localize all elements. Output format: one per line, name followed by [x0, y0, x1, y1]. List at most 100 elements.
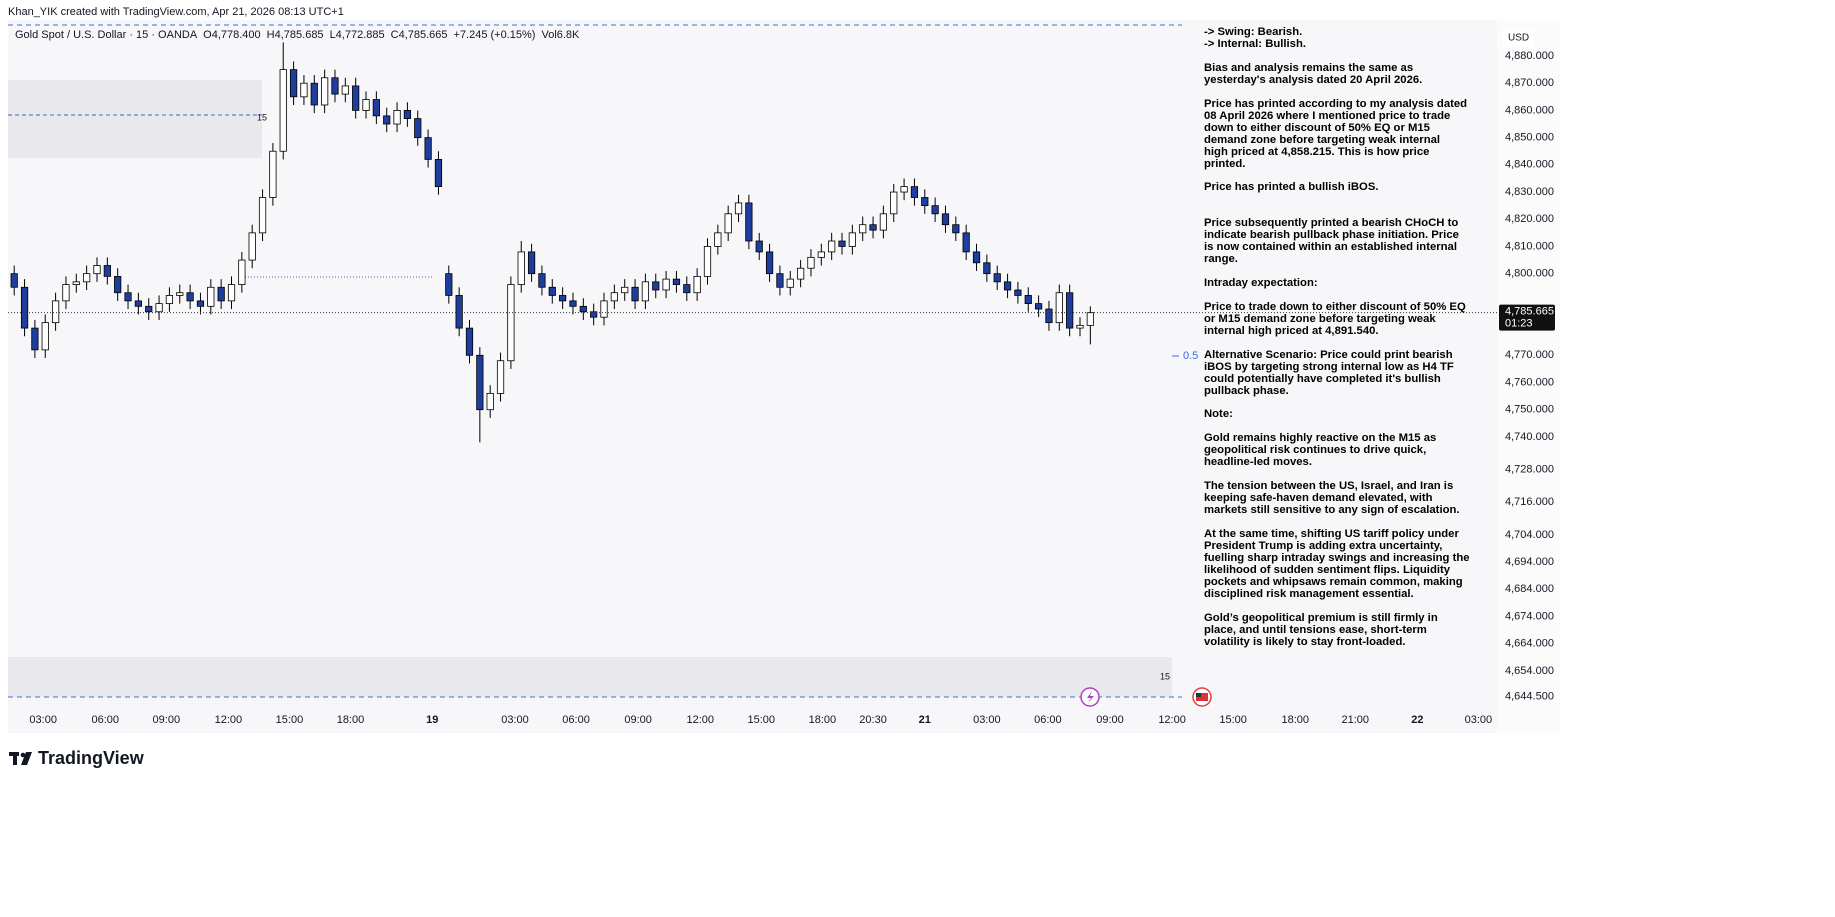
- candle-body: [51, 300, 60, 324]
- zone-label: 15: [1160, 671, 1170, 681]
- annotation-line: -> Internal: Bullish.: [1204, 38, 1306, 50]
- candle-body: [817, 251, 825, 258]
- last-price-label: 4,785.665: [1505, 306, 1554, 318]
- annotation-line: or M15 demand zone before targeting weak: [1204, 313, 1436, 325]
- candle-body: [41, 322, 49, 351]
- currency-box: [1502, 29, 1534, 47]
- candle-body: [838, 240, 846, 247]
- candle-body: [455, 295, 463, 329]
- symbol-title[interactable]: Gold Spot / U.S. Dollar · 15 · OANDA: [15, 29, 198, 41]
- candle-body: [258, 197, 267, 234]
- annotation-line: headline-led moves.: [1204, 456, 1312, 468]
- x-tick-label: 12:00: [686, 714, 714, 726]
- annotation-line: internal high priced at 4,891.540.: [1204, 325, 1379, 337]
- candle-body: [414, 118, 422, 139]
- candle-body: [610, 292, 618, 302]
- candle-body: [879, 213, 888, 231]
- candle-body: [486, 392, 494, 411]
- candle-body: [559, 295, 567, 302]
- candle-body: [724, 213, 732, 234]
- annotation-line: Bias and analysis remains the same as: [1204, 62, 1413, 74]
- candle-body: [972, 251, 981, 264]
- annotation-line: Price subsequently printed a bearish CHo…: [1204, 217, 1458, 229]
- annotation-line: Gold remains highly reactive on the M15 …: [1204, 432, 1436, 444]
- x-tick-label: 12:00: [215, 714, 243, 726]
- x-tick-label: 03:00: [973, 714, 1001, 726]
- flag-icon-body: [1196, 693, 1208, 701]
- x-tick-label: 06:00: [92, 714, 120, 726]
- annotation-line: volatility is likely to stay front-loade…: [1204, 636, 1406, 648]
- candle-body: [269, 150, 277, 198]
- x-tick-label: 12:00: [1158, 714, 1186, 726]
- candle-body: [155, 303, 163, 313]
- candle-body: [134, 300, 142, 307]
- candle-body: [10, 273, 18, 288]
- ohlc-open: O4,778.400: [203, 29, 261, 41]
- annotation-line: demand zone before targeting weak intern…: [1204, 134, 1440, 146]
- x-tick-label: 09:00: [624, 714, 652, 726]
- candle-body: [1055, 292, 1063, 324]
- y-tick-label: 4,840.000: [1505, 159, 1554, 171]
- x-tick-label: 06:00: [1034, 714, 1062, 726]
- candle-body: [1024, 295, 1032, 305]
- ohlc-high: H4,785.685: [266, 29, 324, 41]
- ohlc-change: +7.245 (+0.15%): [453, 29, 536, 41]
- candle-body: [527, 251, 536, 275]
- candle-body: [103, 265, 111, 277]
- y-tick-label: 4,728.000: [1505, 463, 1554, 475]
- annotation-line: At the same time, shifting US tariff pol…: [1204, 528, 1459, 540]
- event-icon-bolt: [1087, 691, 1094, 703]
- candle-body: [703, 246, 712, 277]
- candle-body: [869, 224, 877, 231]
- annotation-line: Price has printed a bullish iBOS.: [1204, 181, 1379, 193]
- candle-body: [424, 137, 432, 160]
- candle-body: [62, 284, 70, 302]
- price-axis-background: [1497, 20, 1560, 733]
- annotation-line: pockets and whipsaws remain common, maki…: [1204, 576, 1463, 588]
- candle-body: [207, 286, 215, 307]
- annotation-line: -> Swing: Bearish.: [1204, 26, 1302, 38]
- x-tick-label: 03:00: [1465, 714, 1493, 726]
- x-tick-label: 18:00: [809, 714, 837, 726]
- annotation-line: Alternative Scenario: Price could print …: [1204, 349, 1453, 361]
- candle-body: [993, 273, 1001, 283]
- brand-logo[interactable]: TradingView: [9, 748, 145, 768]
- x-tick-label: 09:00: [1096, 714, 1124, 726]
- y-tick-label: 4,860.000: [1505, 104, 1554, 116]
- candle-body: [145, 305, 153, 313]
- y-tick-label: 4,674.000: [1505, 610, 1554, 622]
- x-tick-label: 18:00: [1281, 714, 1309, 726]
- symbol-legend: Gold Spot / U.S. Dollar · 15 · OANDA O4,…: [15, 29, 579, 41]
- annotation-line: iBOS by targeting strong internal low as…: [1204, 361, 1454, 373]
- candle-body: [1014, 289, 1022, 296]
- y-tick-label: 4,644.500: [1505, 691, 1554, 703]
- y-tick-label: 4,810.000: [1505, 240, 1554, 252]
- y-tick-label: 4,740.000: [1505, 431, 1554, 443]
- logo-part: [13, 752, 17, 765]
- candle-body: [352, 85, 360, 111]
- candle-body: [362, 99, 370, 111]
- zone-box: [8, 80, 262, 158]
- candle-body: [631, 286, 639, 302]
- candle-body: [114, 275, 122, 294]
- candle-body: [176, 292, 184, 296]
- annotation-line: high priced at 4,858.215. This is how pr…: [1204, 146, 1429, 158]
- annotation-line: fuelling sharp intraday swings and incre…: [1204, 552, 1470, 564]
- annotation-line: Note:: [1204, 408, 1233, 420]
- candle-body: [714, 232, 722, 247]
- x-tick-label: 15:00: [1219, 714, 1247, 726]
- candle-body: [548, 286, 556, 296]
- candle-body: [217, 286, 225, 302]
- candle-body: [693, 275, 701, 294]
- candle-body: [755, 240, 763, 253]
- candle-body: [859, 224, 867, 234]
- candle-body: [797, 267, 805, 280]
- credit: Khan_YIK created with TradingView.com, A…: [8, 6, 344, 18]
- annotation-line: yesterday's analysis dated 20 April 2026…: [1204, 74, 1422, 86]
- candle-body: [538, 273, 546, 288]
- candle-body: [931, 205, 939, 215]
- candle-body: [465, 327, 474, 356]
- candle-body: [672, 278, 681, 285]
- x-tick-label: 15:00: [748, 714, 776, 726]
